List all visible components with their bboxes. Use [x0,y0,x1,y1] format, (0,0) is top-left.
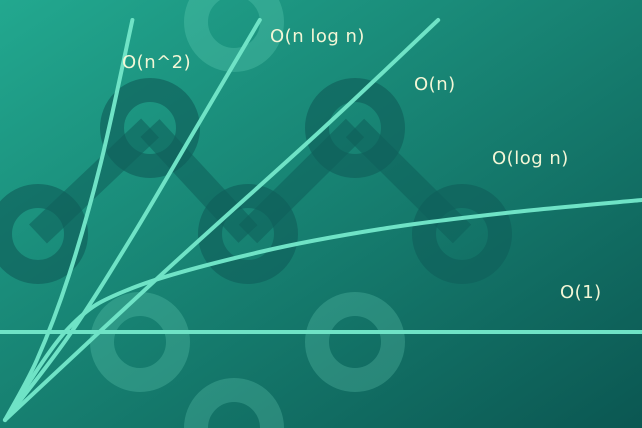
network-link [140,119,258,243]
curve-o-n-log-n [3,18,262,422]
network-node [305,78,405,178]
curve-o-n-squared [3,18,135,422]
network-node-light [184,378,284,428]
curve-o-log-n [3,198,642,422]
network-node [100,78,200,178]
network-link [238,118,365,244]
label-o-n: O(n) [414,74,456,95]
curve-layer [0,18,642,422]
network-node-light [90,292,190,392]
network-link [345,118,472,244]
network-link [29,118,159,244]
label-o-n-log-n: O(n log n) [270,26,365,47]
label-o-1: O(1) [560,282,602,303]
network-node [412,184,512,284]
label-o-n-squared: O(n^2) [122,52,191,73]
label-o-log-n: O(log n) [492,148,569,169]
network-node [0,184,88,284]
curve-o-n [3,18,441,422]
network-node-light [305,292,405,392]
